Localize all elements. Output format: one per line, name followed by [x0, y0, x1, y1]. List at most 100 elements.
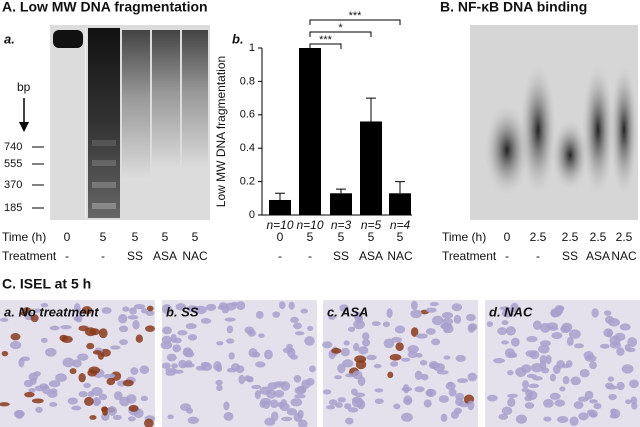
cell [107, 406, 117, 416]
cell [10, 333, 21, 341]
lane-label: SS [127, 249, 143, 263]
cell [403, 398, 412, 404]
cell [423, 399, 432, 408]
cell [574, 343, 584, 349]
cell [185, 360, 193, 368]
cell [468, 323, 478, 331]
cell [410, 327, 419, 337]
row-label: Time (h) [2, 230, 46, 244]
cell [626, 347, 636, 353]
cell [391, 336, 403, 343]
cell [215, 379, 223, 386]
cell [542, 398, 554, 408]
cell [497, 327, 507, 336]
cell [493, 357, 505, 364]
cell [140, 395, 149, 402]
y-tick-label: 0.6 [240, 109, 255, 121]
cell [616, 381, 625, 391]
row-label: Time (h) [442, 230, 486, 244]
cell [223, 411, 234, 421]
cell [552, 364, 561, 374]
significance-label: *** [319, 34, 333, 46]
cell [425, 388, 437, 397]
cell [335, 402, 343, 408]
cell [34, 385, 46, 392]
panel-title: A. Low MW DNA fragmentation [2, 0, 208, 15]
cell [621, 364, 634, 374]
cell [374, 388, 384, 393]
cell [217, 305, 225, 310]
cell [62, 357, 75, 368]
cell [433, 363, 446, 372]
cell [300, 308, 308, 314]
cell [395, 342, 404, 351]
cell [448, 388, 457, 397]
n-label: n=10 [266, 218, 293, 232]
cell [294, 331, 305, 336]
cell [247, 329, 256, 337]
cell [501, 309, 514, 318]
cell [386, 308, 393, 319]
marker-label: 555 [4, 158, 22, 170]
cell [619, 323, 631, 331]
cell [180, 403, 192, 412]
cell [106, 377, 116, 386]
cell [281, 416, 293, 422]
lane-label: - [101, 249, 105, 263]
lane-label: - [65, 249, 69, 263]
cell [499, 306, 511, 311]
cell [122, 306, 130, 312]
cell [67, 397, 78, 405]
cell [415, 352, 423, 358]
cell [1, 350, 9, 357]
cell [606, 385, 618, 390]
cell [401, 357, 411, 362]
cell [28, 372, 39, 382]
cell [331, 347, 342, 354]
cell [167, 414, 174, 420]
cell [627, 337, 638, 348]
cell [466, 313, 476, 322]
cell [195, 305, 207, 315]
cell [223, 401, 230, 411]
cell [407, 345, 419, 354]
cell [127, 315, 139, 320]
cell [84, 327, 97, 337]
cell [487, 394, 498, 402]
cell [541, 367, 550, 374]
cell [607, 376, 615, 382]
cell [347, 407, 359, 413]
cell [340, 347, 350, 357]
cell [28, 387, 36, 393]
cell [565, 360, 573, 368]
cell [254, 390, 261, 400]
cell [608, 393, 617, 401]
panel-label: a. [4, 31, 15, 46]
bar [360, 121, 382, 215]
cell [562, 376, 570, 385]
lane-label: SS [562, 249, 578, 263]
cell [31, 398, 44, 404]
x-tick-label: 5 [307, 230, 314, 244]
cell [101, 406, 108, 413]
cell [526, 335, 538, 343]
cell [457, 378, 469, 384]
cell [362, 332, 370, 341]
cell [119, 396, 130, 407]
cell [414, 386, 425, 393]
cell [238, 374, 246, 385]
cell [294, 393, 306, 399]
cell [453, 314, 462, 324]
cell [431, 338, 441, 346]
cell [272, 311, 281, 318]
cell [288, 301, 295, 310]
cell [507, 370, 514, 376]
cell [410, 300, 418, 310]
cell [255, 310, 264, 319]
cell [578, 412, 589, 421]
panel-label: b. [232, 31, 244, 46]
cell [507, 393, 518, 398]
x-tick-label: NAC [387, 249, 413, 263]
cell [350, 388, 358, 396]
